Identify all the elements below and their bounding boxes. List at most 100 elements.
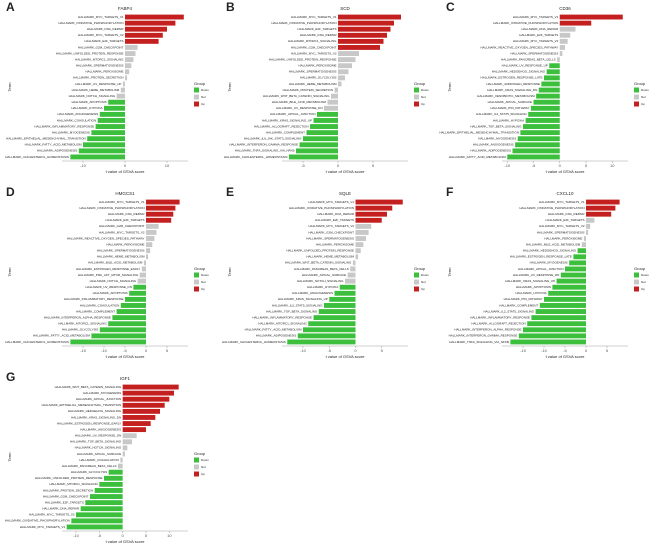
legend-label: Down bbox=[641, 88, 649, 92]
bar bbox=[78, 148, 125, 154]
bar-label: HALLMARK_PANCREAS_BETA_CELLS bbox=[62, 464, 117, 468]
bar-label: HALLMARK_PEROXISOME bbox=[106, 242, 144, 246]
bar bbox=[76, 512, 123, 518]
bar bbox=[83, 142, 125, 148]
bar-label: HALLMARK_ALLOGRAFT_REJECTION bbox=[471, 322, 525, 326]
bar bbox=[94, 488, 123, 493]
bar-label: HALLMARK_FATTY_ACID_METABOLISM bbox=[25, 143, 82, 147]
bar bbox=[559, 26, 576, 32]
bar bbox=[125, 51, 136, 56]
bar bbox=[146, 217, 172, 223]
bar bbox=[146, 248, 151, 254]
bar-label: HALLMARK_NOTCH_SIGNALING bbox=[90, 279, 137, 283]
bar bbox=[559, 45, 565, 50]
legend-label: Down bbox=[201, 458, 209, 462]
legend-swatch bbox=[634, 279, 639, 285]
bar bbox=[559, 32, 571, 38]
x-tick-label: -10 bbox=[80, 163, 87, 168]
legend-label: Down bbox=[201, 273, 209, 277]
bar-label: HALLMARK_UNFOLDED_PROTEIN_RESPONSE bbox=[56, 51, 124, 55]
bar bbox=[313, 315, 356, 321]
bar-label: HALLMARK_APICAL_JUNCTION bbox=[76, 397, 121, 401]
x-tick-label: 10 bbox=[167, 533, 172, 538]
bar-label: HALLMARK_CHOLESTEROL_HOMEOSTASIS bbox=[5, 340, 69, 344]
bar-label: HALLMARK_UV_RESPONSE_UP bbox=[75, 82, 121, 86]
bar-label: HALLMARK_INFLAMMATORY_RESPONSE bbox=[64, 297, 124, 301]
legend-swatch bbox=[194, 272, 199, 278]
bar bbox=[533, 99, 560, 105]
bar-label: HALLMARK_OXIDATIVE_PHOSPHORYLATION bbox=[271, 21, 336, 25]
bar bbox=[548, 290, 586, 296]
legend-swatch bbox=[414, 272, 419, 278]
legend-label: Up bbox=[201, 472, 205, 476]
bar bbox=[137, 278, 146, 284]
bar bbox=[125, 57, 134, 63]
bar-label: HALLMARK_MYOGENESIS bbox=[83, 391, 121, 395]
bar-label: HALLMARK_MYC_TARGETS_V1 bbox=[291, 15, 337, 19]
bar-label: HALLMARK_DNA_REPAIR bbox=[42, 507, 80, 511]
bar bbox=[531, 315, 586, 321]
bar-label: HALLMARK_MYC_TARGETS_V2 bbox=[29, 513, 75, 517]
bar-label: HALLMARK_ANGIOGENESIS bbox=[292, 291, 333, 295]
bar-label: HALLMARK_UV_RESPONSE_UP bbox=[502, 64, 548, 68]
bar bbox=[139, 272, 146, 278]
x-tick-label: -5 bbox=[532, 163, 536, 168]
bar-label: HALLMARK_ANGIOGENESIS bbox=[57, 112, 98, 116]
bar bbox=[355, 236, 366, 241]
bar bbox=[122, 439, 132, 445]
panel: A FABP4 HALLMARK_MYC_TARGETS_V1 HALLMARK_OX… bbox=[5, 0, 209, 174]
bar-label: HALLMARK_SPERMATOGENESIS bbox=[306, 236, 354, 240]
legend-title: Group bbox=[194, 451, 206, 456]
legend-label: Down bbox=[421, 88, 429, 92]
bar-label: HALLMARK_HYPOXIA bbox=[516, 291, 547, 295]
bar-label: HALLMARK_APOPTOSIS bbox=[93, 291, 128, 295]
bar bbox=[122, 451, 125, 457]
bar-label: HALLMARK_MYC_TARGETS_V2 bbox=[539, 224, 585, 228]
bar-label: HALLMARK_GLYCOLYSIS bbox=[62, 328, 98, 332]
bar-label: HALLMARK_G2M_CHECKPOINT bbox=[78, 45, 124, 49]
bar-label: HALLMARK_GLYCOLYSIS bbox=[300, 76, 336, 80]
bar-label: HALLMARK_DNA_REPAIR bbox=[317, 212, 355, 216]
bar bbox=[355, 199, 403, 205]
bar-label: HALLMARK_APICAL_SURFACE bbox=[488, 100, 532, 104]
bar-label: HALLMARK_ESTROGEN_RESPONSE_EARLY bbox=[76, 267, 140, 271]
bar-label: HALLMARK_INTERFERON_GAMMA_RESPONSE bbox=[229, 143, 298, 147]
bar-label: HALLMARK_EPITHELIAL_MESENCHYMAL_TRANSITI… bbox=[6, 137, 86, 141]
bar bbox=[104, 475, 123, 481]
legend-label: Not bbox=[421, 280, 426, 284]
bar-label: HALLMARK_FATTY_ACID_METABOLISM bbox=[449, 155, 506, 159]
bar-label: HALLMARK_WNT_BETA_CATENIN_SIGNALING bbox=[263, 94, 330, 98]
bar-label: HALLMARK_OXIDATIVE_PHOSPHORYLATION bbox=[5, 519, 70, 523]
bar-label: HALLMARK_TGF_BETA_SIGNALING bbox=[470, 124, 522, 128]
bar-label: HALLMARK_PEROXISOME bbox=[298, 64, 336, 68]
x-tick-label: -5 bbox=[301, 163, 305, 168]
legend-swatch bbox=[194, 471, 199, 477]
bar bbox=[66, 524, 123, 530]
bar bbox=[125, 69, 130, 75]
bar-label: HALLMARK_COMPLEMENT bbox=[499, 303, 538, 307]
bar-label: HALLMARK_G2M_CHECKPOINT bbox=[43, 494, 89, 498]
bar bbox=[334, 87, 338, 93]
bar bbox=[338, 38, 384, 44]
bar bbox=[338, 14, 401, 20]
bar bbox=[95, 124, 125, 129]
bar bbox=[338, 69, 349, 75]
bar-label: HALLMARK_PROTEIN_SECRETION bbox=[73, 76, 123, 80]
bar-label: HALLMARK_IL2_STAT5_SIGNALING bbox=[272, 303, 323, 307]
bar bbox=[338, 81, 342, 87]
bar bbox=[143, 260, 146, 266]
bar bbox=[559, 38, 568, 44]
bar-label: HALLMARK_MYC_TARGETS_V1 bbox=[99, 200, 145, 204]
bar bbox=[517, 136, 560, 142]
bar-label: HALLMARK_ANGIOGENESIS bbox=[473, 143, 514, 147]
bar bbox=[297, 333, 356, 339]
bar-label: HALLMARK_KRAS_SIGNALING_UP bbox=[262, 118, 312, 122]
chart-title: HMGCS1 bbox=[115, 191, 135, 196]
bar bbox=[122, 427, 146, 433]
bar-label: HALLMARK_MTORC1_SIGNALING bbox=[58, 322, 107, 326]
bar bbox=[299, 142, 338, 148]
bar bbox=[559, 14, 623, 20]
y-axis-label: Term bbox=[447, 82, 452, 92]
bar bbox=[338, 75, 345, 81]
legend-label: Up bbox=[421, 287, 425, 291]
